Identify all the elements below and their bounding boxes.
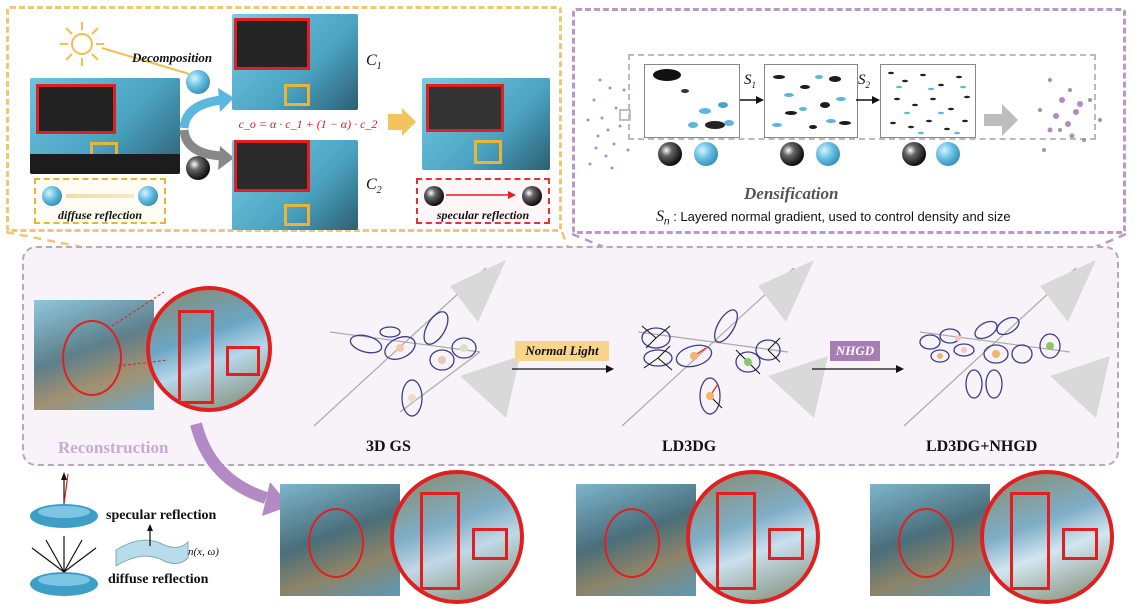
result-full-photo bbox=[870, 484, 990, 596]
normal-light-arrow bbox=[512, 365, 614, 373]
densify-step-0 bbox=[644, 64, 740, 138]
diffuse-reflection-label: diffuse reflection bbox=[57, 208, 143, 222]
nhgd-tag: NHGD bbox=[830, 341, 880, 361]
densification-title: Densification bbox=[744, 184, 839, 203]
red-window-box bbox=[36, 84, 116, 134]
sun-icon bbox=[60, 22, 104, 66]
specular-reflection-box: specular reflection bbox=[416, 178, 550, 224]
truck-result-image bbox=[422, 78, 550, 170]
gaussians-ld3dg bbox=[621, 260, 828, 427]
blend-equation: c_o = α · c_1 + (1 − α) · c_2 bbox=[238, 117, 378, 131]
specular-legend-icon bbox=[30, 472, 98, 528]
pointcloud-output bbox=[1038, 78, 1102, 152]
truck-c2-image bbox=[232, 140, 358, 230]
densify-step-1 bbox=[764, 64, 858, 138]
diffuse-legend-icon bbox=[30, 536, 98, 596]
zoom-leader bbox=[111, 291, 169, 367]
specular-reflection-label: specular reflection bbox=[436, 208, 530, 222]
zoom-circle-full bbox=[980, 470, 1114, 604]
nhgd-arrow bbox=[812, 365, 904, 373]
s2-label: S2 bbox=[858, 72, 870, 90]
result-ld3dg-photo bbox=[576, 484, 696, 596]
gaussians-3dgs bbox=[313, 260, 520, 427]
densification-panel bbox=[572, 8, 1126, 234]
input-photo bbox=[34, 300, 154, 410]
normal-function-label: n(x, ω) bbox=[188, 546, 219, 558]
c1-label: C1 bbox=[366, 52, 382, 73]
diffuse-reflection-box: diffuse reflection bbox=[34, 178, 166, 224]
densification-caption: Sn : Layered normal gradient, used to co… bbox=[656, 208, 1011, 228]
normal-surface-icon bbox=[115, 524, 189, 567]
gaussians-ld3dg-nhgd bbox=[903, 260, 1110, 427]
diffuse-arrow bbox=[66, 194, 134, 198]
s1-label: S1 bbox=[744, 72, 756, 90]
diffuse-sphere-small bbox=[42, 186, 62, 206]
c2-label: C2 bbox=[366, 176, 382, 197]
diffuse-sphere bbox=[186, 70, 210, 94]
split-arrows bbox=[179, 88, 234, 170]
s2-arrow bbox=[856, 96, 880, 104]
merge-arrow bbox=[388, 108, 416, 136]
normal-light-tag: Normal Light bbox=[515, 341, 609, 361]
legend-specular-label: specular reflection bbox=[106, 508, 217, 523]
zoom-circle-ld3dg bbox=[686, 470, 820, 604]
zoom-circle-3dgs bbox=[390, 470, 524, 604]
reconstruction-label: Reconstruction bbox=[58, 438, 169, 457]
pointcloud-input bbox=[586, 78, 631, 170]
densify-step-2 bbox=[880, 64, 976, 138]
method-3dgs-label: 3D GS bbox=[366, 438, 411, 455]
method-full-label: LD3DG+NHGD bbox=[926, 438, 1038, 455]
s1-arrow bbox=[740, 96, 764, 104]
truck-c1-image bbox=[232, 14, 358, 110]
densify-output-arrow bbox=[984, 104, 1018, 136]
decomposition-panel bbox=[6, 6, 562, 232]
result-3dgs-photo bbox=[280, 484, 400, 596]
densification-zoom-frame bbox=[628, 54, 1096, 140]
method-ld3dg-label: LD3DG bbox=[662, 438, 717, 455]
diffuse-sphere-small-2 bbox=[138, 186, 158, 206]
zoom-circle-input bbox=[146, 286, 272, 412]
legend-diffuse-label: diffuse reflection bbox=[108, 572, 209, 587]
truck-source-image bbox=[30, 78, 180, 174]
specular-sphere bbox=[186, 156, 210, 180]
decomposition-label: Decomposition bbox=[132, 50, 213, 65]
